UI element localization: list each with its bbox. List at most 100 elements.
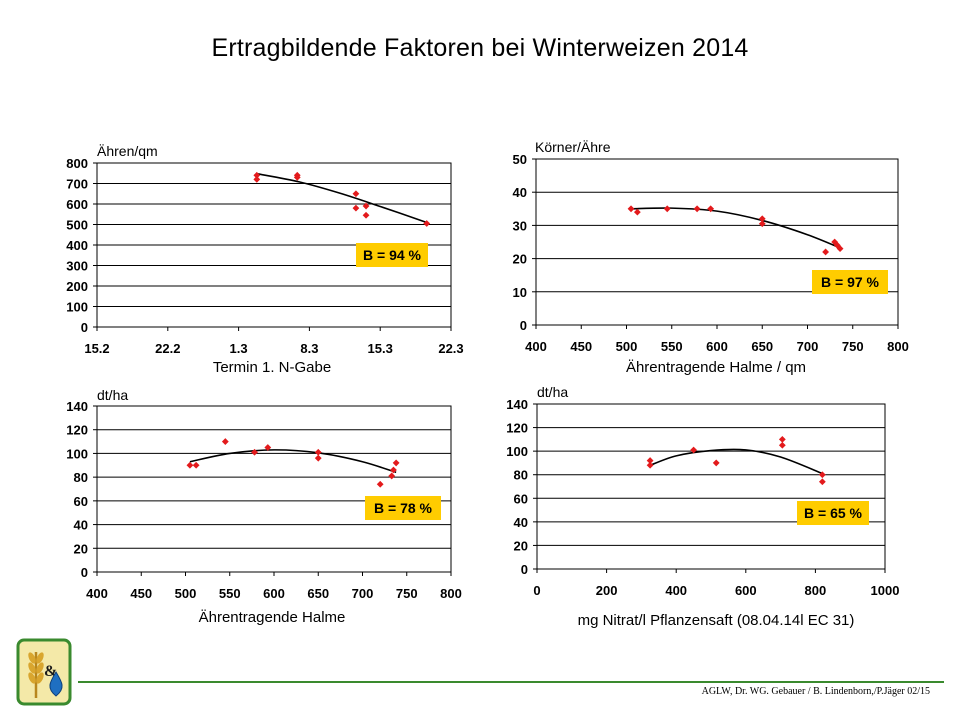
- x-tick-label: 750: [842, 339, 864, 354]
- x-tick-label: 700: [797, 339, 819, 354]
- b-value-label: B = 94 %: [363, 247, 422, 263]
- data-point: [836, 245, 844, 253]
- y-tick-label: 80: [514, 468, 528, 483]
- y-axis-label: Ähren/qm: [97, 143, 158, 159]
- data-point: [352, 204, 360, 212]
- data-point: [186, 461, 194, 469]
- data-point: [758, 215, 766, 223]
- x-tick-label: 750: [396, 586, 418, 601]
- b-value-label: B = 97 %: [821, 274, 880, 290]
- y-tick-label: 20: [74, 541, 88, 556]
- data-point: [314, 448, 322, 456]
- y-axis-label: Körner/Ähre: [535, 139, 611, 155]
- x-tick-label: 15.3: [368, 341, 393, 356]
- y-tick-label: 20: [514, 538, 528, 553]
- y-tick-label: 120: [506, 421, 528, 436]
- y-tick-label: 600: [66, 197, 88, 212]
- data-point: [192, 461, 200, 469]
- y-tick-label: 400: [66, 238, 88, 253]
- y-tick-label: 140: [506, 397, 528, 412]
- data-point: [390, 466, 397, 474]
- x-tick-label: 200: [596, 583, 618, 598]
- trend-line: [256, 172, 427, 224]
- b-value-label: B = 78 %: [374, 500, 433, 516]
- y-tick-label: 80: [74, 470, 88, 485]
- chart-1: 0 100 200 300 400 500 600 700 800 15.2 22.2 1.3 8.3 1…: [66, 143, 463, 376]
- data-point: [221, 438, 229, 445]
- b-value-badge: [365, 496, 441, 520]
- water-drop-icon: [49, 671, 63, 697]
- data-point: [818, 478, 826, 486]
- page-title: Ertragbildende Faktoren bei Winterweizen…: [211, 34, 749, 62]
- x-tick-label: 550: [661, 339, 683, 354]
- x-tick-label: 600: [735, 583, 757, 598]
- y-tick-label: 120: [66, 423, 88, 438]
- plot-area: [535, 158, 899, 326]
- x-tick-label: 600: [263, 586, 285, 601]
- data-point: [264, 444, 272, 451]
- y-tick-label: 60: [74, 494, 88, 509]
- data-point: [646, 461, 654, 469]
- y-tick-label: 20: [513, 252, 527, 267]
- chart-3: 0 20 40 60 80 100 120 140 400 450 500 550 600 650 700 7…: [66, 387, 462, 626]
- y-tick-label: 0: [521, 562, 528, 577]
- data-point: [251, 448, 258, 456]
- plot-area: [536, 403, 886, 570]
- x-tick-label: 400: [86, 586, 108, 601]
- y-tick-label: 100: [66, 446, 88, 461]
- y-tick-label: 30: [513, 218, 527, 233]
- x-tick-label: 400: [525, 339, 547, 354]
- b-value-badge: [356, 243, 428, 267]
- chart-2: 0 10 20 30 40 50 400 450 500 550 600 650 700 750 800 Kö…: [513, 139, 909, 376]
- data-point: [712, 459, 720, 467]
- x-axis-label: Termin 1. N-Gabe: [213, 359, 331, 376]
- y-tick-label: 10: [513, 285, 527, 300]
- x-axis-label: Ährentragende Halme: [199, 609, 346, 626]
- footer-divider: [78, 681, 944, 683]
- data-point: [690, 446, 697, 454]
- x-tick-label: 0: [533, 583, 540, 598]
- y-tick-label: 0: [81, 565, 88, 580]
- data-point: [758, 220, 766, 228]
- trend-line: [649, 448, 823, 475]
- y-tick-label: 140: [66, 399, 88, 414]
- y-tick-label: 40: [514, 515, 528, 530]
- y-tick-label: 300: [66, 259, 88, 274]
- b-value-badge: [797, 501, 869, 525]
- x-tick-label: 500: [175, 586, 197, 601]
- data-point: [376, 480, 384, 488]
- x-tick-label: 800: [887, 339, 909, 354]
- data-point: [627, 205, 635, 213]
- data-point: [633, 208, 641, 216]
- y-tick-label: 100: [66, 300, 88, 315]
- data-point: [253, 171, 261, 179]
- x-tick-label: 15.2: [84, 341, 109, 356]
- x-tick-label: 600: [706, 339, 728, 354]
- x-tick-label: 550: [219, 586, 241, 601]
- y-tick-label: 200: [66, 279, 88, 294]
- y-tick-label: 40: [74, 518, 88, 533]
- trend-line: [631, 207, 843, 250]
- y-axis-label: dt/ha: [97, 387, 128, 403]
- x-tick-label: 700: [352, 586, 374, 601]
- data-point: [293, 173, 301, 181]
- footer-credit: AGLW, Dr. WG. Gebauer / B. Lindenborn,/P…: [701, 686, 930, 697]
- data-point: [392, 459, 400, 467]
- y-tick-label: 0: [81, 320, 88, 335]
- data-point: [707, 205, 715, 213]
- y-tick-label: 800: [66, 156, 88, 171]
- data-point: [778, 441, 786, 449]
- x-tick-label: 1000: [871, 583, 900, 598]
- data-point: [423, 220, 431, 227]
- data-point: [778, 435, 786, 443]
- x-tick-label: 500: [616, 339, 638, 354]
- trend-line: [189, 449, 397, 474]
- x-tick-label: 22.3: [438, 341, 463, 356]
- data-point: [818, 471, 826, 479]
- x-tick-label: 400: [665, 583, 687, 598]
- data-point: [253, 176, 261, 183]
- x-tick-label: 800: [805, 583, 827, 598]
- plot-area: [96, 405, 452, 573]
- data-point: [822, 248, 829, 256]
